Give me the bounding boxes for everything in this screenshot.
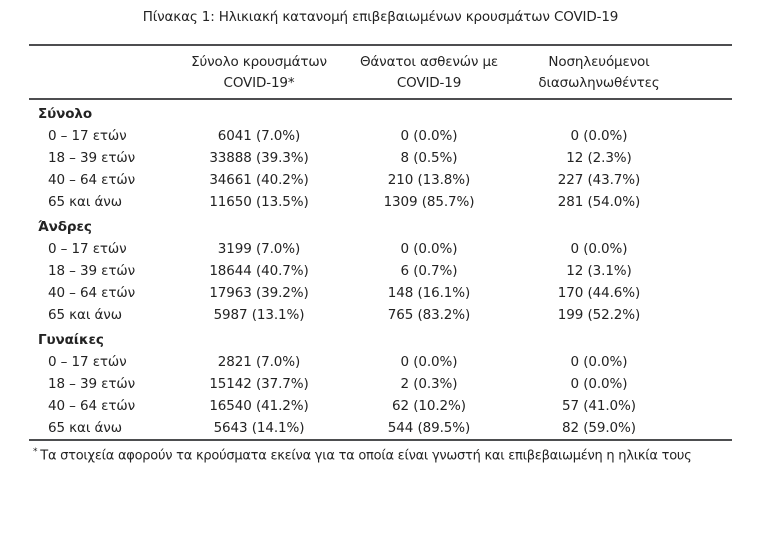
- spacer-cell: [679, 282, 732, 304]
- table-row: 18 – 39 ετών 15142 (37.7%) 2 (0.3%) 0 (0.0%…: [29, 373, 732, 395]
- intubated-value: 281 (54.0%): [557, 194, 641, 210]
- table-row: 65 και άνω 11650 (13.5%) 1309 (85.7%) 281 (…: [29, 191, 732, 213]
- column-header-line: Σύνολο κρουσμάτων: [191, 54, 327, 70]
- table-row: 40 – 64 ετών 34661 (40.2%) 210 (13.8%) 227 …: [29, 169, 732, 191]
- section-label: Σύνολο: [38, 106, 93, 122]
- column-header-total-cases: Σύνολο κρουσμάτων COVID-19*: [179, 45, 339, 100]
- section-label: Γυναίκες: [38, 332, 104, 348]
- column-header-line: COVID-19*: [223, 75, 295, 91]
- column-header-deaths: Θάνατοι ασθενών με COVID-19: [339, 45, 519, 100]
- section-label: Άνδρες: [38, 219, 92, 235]
- table-row: 18 – 39 ετών 18644 (40.7%) 6 (0.7%) 12 (3.1…: [29, 260, 732, 282]
- deaths-value: 1309 (85.7%): [383, 194, 475, 210]
- table-row: 65 και άνω 5987 (13.1%) 765 (83.2%) 199 (52…: [29, 304, 732, 326]
- column-header-intubated: Νοσηλευόμενοι διασωληνωθέντες: [519, 45, 679, 100]
- deaths-value: 210 (13.8%): [387, 172, 471, 188]
- footnote-asterisk-marker: *: [33, 447, 38, 457]
- table-row: 40 – 64 ετών 17963 (39.2%) 148 (16.1%) 170 …: [29, 282, 732, 304]
- total-cases-value: 16540 (41.2%): [209, 398, 309, 414]
- column-header-line: Νοσηλευόμενοι: [548, 54, 650, 70]
- spacer-cell: [679, 304, 732, 326]
- deaths-value: 0 (0.0%): [400, 128, 458, 144]
- age-group-label: 40 – 64 ετών: [48, 398, 136, 414]
- deaths-value: 544 (89.5%): [387, 420, 471, 436]
- age-group-label: 65 και άνω: [48, 307, 122, 323]
- spacer-cell: [679, 260, 732, 282]
- section-row: Άνδρες: [29, 213, 732, 238]
- section-row: Σύνολο: [29, 99, 732, 125]
- deaths-value: 0 (0.0%): [400, 354, 458, 370]
- table-row: 18 – 39 ετών 33888 (39.3%) 8 (0.5%) 12 (2.3…: [29, 147, 732, 169]
- age-column-header-empty: [29, 45, 179, 100]
- intubated-value: 0 (0.0%): [570, 354, 628, 370]
- age-group-label: 0 – 17 ετών: [48, 241, 127, 257]
- age-group-label: 0 – 17 ετών: [48, 354, 127, 370]
- footnote: * Τα στοιχεία αφορούν τα κρούσματα εκείνα…: [29, 444, 732, 464]
- total-cases-value: 3199 (7.0%): [217, 241, 301, 257]
- table-row: 0 – 17 ετών 2821 (7.0%) 0 (0.0%) 0 (0.0%): [29, 351, 732, 373]
- spacer-cell: [679, 169, 732, 191]
- table-header: Σύνολο κρουσμάτων COVID-19* Θάνατοι ασθε…: [29, 45, 732, 100]
- total-cases-value: 2821 (7.0%): [217, 354, 301, 370]
- total-cases-value: 15142 (37.7%): [209, 376, 309, 392]
- spacer-cell: [679, 373, 732, 395]
- deaths-value: 148 (16.1%): [387, 285, 471, 301]
- intubated-value: 12 (3.1%): [566, 263, 632, 279]
- header-row: Σύνολο κρουσμάτων COVID-19* Θάνατοι ασθε…: [29, 45, 732, 100]
- intubated-value: 170 (44.6%): [557, 285, 641, 301]
- age-group-label: 0 – 17 ετών: [48, 128, 127, 144]
- spacer-column-header: [679, 45, 732, 100]
- covid-age-distribution-table: Σύνολο κρουσμάτων COVID-19* Θάνατοι ασθε…: [29, 44, 732, 441]
- spacer-cell: [679, 417, 732, 440]
- deaths-value: 6 (0.7%): [400, 263, 458, 279]
- age-group-label: 65 και άνω: [48, 420, 122, 436]
- intubated-value: 82 (59.0%): [562, 420, 636, 436]
- spacer-cell: [679, 395, 732, 417]
- intubated-value: 227 (43.7%): [557, 172, 641, 188]
- age-group-label: 18 – 39 ετών: [48, 150, 136, 166]
- total-cases-value: 34661 (40.2%): [209, 172, 309, 188]
- table-row: 65 και άνω 5643 (14.1%) 544 (89.5%) 82 (59.…: [29, 417, 732, 440]
- deaths-value: 765 (83.2%): [387, 307, 471, 323]
- total-cases-value: 5987 (13.1%): [213, 307, 305, 323]
- table-row: 0 – 17 ετών 6041 (7.0%) 0 (0.0%) 0 (0.0%): [29, 125, 732, 147]
- column-header-line: Θάνατοι ασθενών με: [359, 54, 499, 70]
- spacer-cell: [679, 125, 732, 147]
- intubated-value: 57 (41.0%): [562, 398, 636, 414]
- age-group-label: 18 – 39 ετών: [48, 263, 136, 279]
- intubated-value: 12 (2.3%): [566, 150, 632, 166]
- age-group-label: 40 – 64 ετών: [48, 285, 136, 301]
- total-cases-value: 18644 (40.7%): [209, 263, 309, 279]
- intubated-value: 0 (0.0%): [570, 376, 628, 392]
- age-group-label: 65 και άνω: [48, 194, 122, 210]
- table-body: Σύνολο 0 – 17 ετών 6041 (7.0%) 0 (0.0%) 0 (0…: [29, 99, 732, 440]
- total-cases-value: 5643 (14.1%): [213, 420, 305, 436]
- total-cases-value: 17963 (39.2%): [209, 285, 309, 301]
- intubated-value: 0 (0.0%): [570, 128, 628, 144]
- age-group-label: 40 – 64 ετών: [48, 172, 136, 188]
- deaths-value: 62 (10.2%): [392, 398, 466, 414]
- column-header-line: διασωληνωθέντες: [538, 75, 660, 91]
- spacer-cell: [679, 147, 732, 169]
- column-header-line: COVID-19: [396, 75, 462, 91]
- intubated-value: 199 (52.2%): [557, 307, 641, 323]
- covid-age-table-document: Πίνακας 1: Ηλικιακή κατανομή επιβεβαιωμέ…: [29, 0, 732, 464]
- spacer-cell: [679, 191, 732, 213]
- total-cases-value: 33888 (39.3%): [209, 150, 309, 166]
- spacer-cell: [679, 238, 732, 260]
- footnote-text: Τα στοιχεία αφορούν τα κρούσματα εκείνα …: [40, 448, 692, 464]
- spacer-cell: [679, 351, 732, 373]
- section-row: Γυναίκες: [29, 326, 732, 351]
- deaths-value: 0 (0.0%): [400, 241, 458, 257]
- total-cases-value: 6041 (7.0%): [217, 128, 301, 144]
- deaths-value: 2 (0.3%): [400, 376, 458, 392]
- table-title: Πίνακας 1: Ηλικιακή κατανομή επιβεβαιωμέ…: [142, 9, 619, 25]
- table-row: 0 – 17 ετών 3199 (7.0%) 0 (0.0%) 0 (0.0%): [29, 238, 732, 260]
- total-cases-value: 11650 (13.5%): [209, 194, 309, 210]
- intubated-value: 0 (0.0%): [570, 241, 628, 257]
- table-row: 40 – 64 ετών 16540 (41.2%) 62 (10.2%) 57 (4…: [29, 395, 732, 417]
- age-group-label: 18 – 39 ετών: [48, 376, 136, 392]
- deaths-value: 8 (0.5%): [400, 150, 458, 166]
